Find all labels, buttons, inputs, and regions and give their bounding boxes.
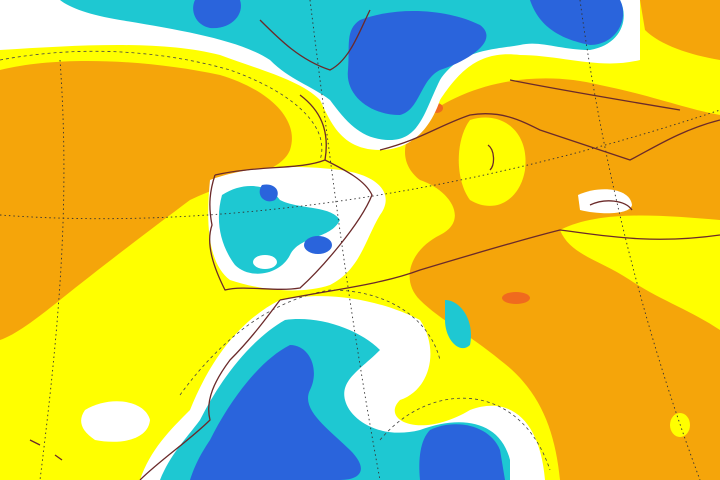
contour-line [0,50,551,471]
yellow-patch-italy [458,117,526,206]
cold-anomaly-ne [530,0,624,45]
warm-anomaly-ne [640,0,720,60]
cool-anomaly-iberia [218,185,340,274]
cool-spot [445,300,471,349]
yellow-patch-africa [560,215,720,330]
warm-anomaly-atlantic [0,60,292,341]
coastline-iberia [209,94,373,291]
cold-spot-iberia [259,184,278,202]
neutral-spot-west [81,401,150,442]
cold-anomaly-north [347,10,487,116]
neutral-spot [253,255,277,269]
cold-spot-iberia [304,236,332,254]
coastline-africa [139,229,720,480]
cold-anomaly-ireland [193,0,241,29]
coastline-europe [259,9,720,161]
warm-spot [502,292,530,304]
cold-anomaly-south [419,424,505,480]
coastline-islands [29,144,633,461]
cold-anomaly-southwest [190,345,361,480]
